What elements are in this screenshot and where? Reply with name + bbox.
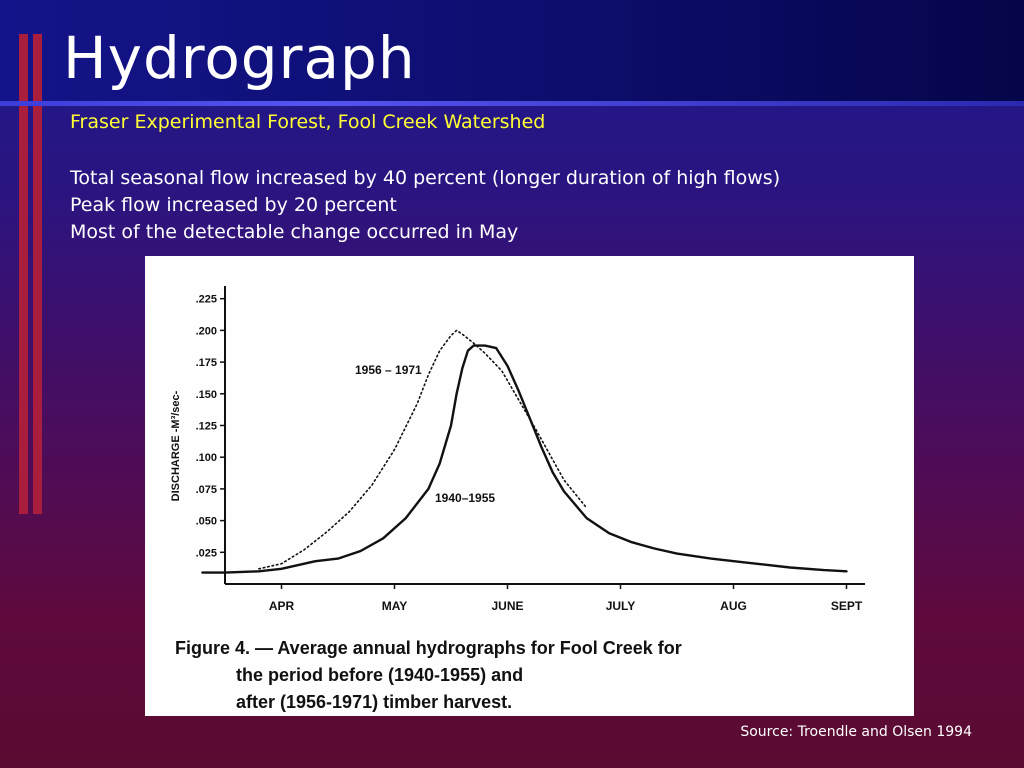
y-tick-label: .125 [196, 420, 217, 432]
bullet-list: Total seasonal flow increased by 40 perc… [70, 165, 780, 246]
y-tick-label: .175 [196, 357, 217, 369]
bullet-item: Peak flow increased by 20 percent [70, 194, 397, 216]
hydrograph-figure: .025 .050 .075 .100 .125 .150 .175 .200 .225 APR… [145, 256, 914, 716]
y-tick-label: .025 [196, 547, 217, 559]
x-tick-label: APR [269, 599, 295, 613]
x-tick-label: AUG [720, 599, 747, 613]
series-annotation: 1956 – 1971 [355, 363, 422, 377]
slide-subtitle: Fraser Experimental Forest, Fool Creek W… [70, 111, 546, 133]
y-tick-label: .075 [196, 484, 217, 496]
bullet-item: Total seasonal flow increased by 40 perc… [70, 167, 781, 189]
series-line-1956-1971 [258, 329, 588, 570]
series-line-1940-1955 [201, 344, 848, 574]
caption-line-3: after (1956-1971) timber harvest. [236, 692, 512, 712]
x-tick-label: JUNE [491, 599, 523, 613]
caption-line-1: Figure 4. — Average annual hydrographs f… [175, 638, 682, 658]
y-axis-label: DISCHARGE -M³/sec- [170, 390, 182, 501]
accent-bar-right [33, 34, 42, 514]
y-tick-label: .050 [196, 516, 217, 528]
x-tick-label: JULY [606, 599, 636, 613]
source-citation: Source: Troendle and Olsen 1994 [740, 724, 972, 740]
x-tick-label: SEPT [831, 599, 863, 613]
title-rule [0, 101, 1024, 106]
x-tick-label: MAY [382, 599, 408, 613]
y-tick-label: .225 [196, 294, 217, 306]
y-tick-label: .100 [196, 452, 217, 464]
accent-bar-left [19, 34, 28, 514]
figure-caption: Figure 4. — Average annual hydrographs f… [175, 638, 682, 712]
y-tick-label: .150 [196, 389, 217, 401]
y-tick-label: .200 [196, 325, 217, 337]
title-band [0, 0, 1024, 104]
series-annotation: 1940–1955 [435, 491, 495, 505]
caption-line-2: the period before (1940-1955) and [236, 665, 523, 685]
bullet-item: Most of the detectable change occurred i… [70, 221, 519, 243]
hydrograph-chart: .025 .050 .075 .100 .125 .150 .175 .200 .225 APR… [170, 286, 865, 712]
slide-title: Hydrograph [63, 24, 416, 92]
